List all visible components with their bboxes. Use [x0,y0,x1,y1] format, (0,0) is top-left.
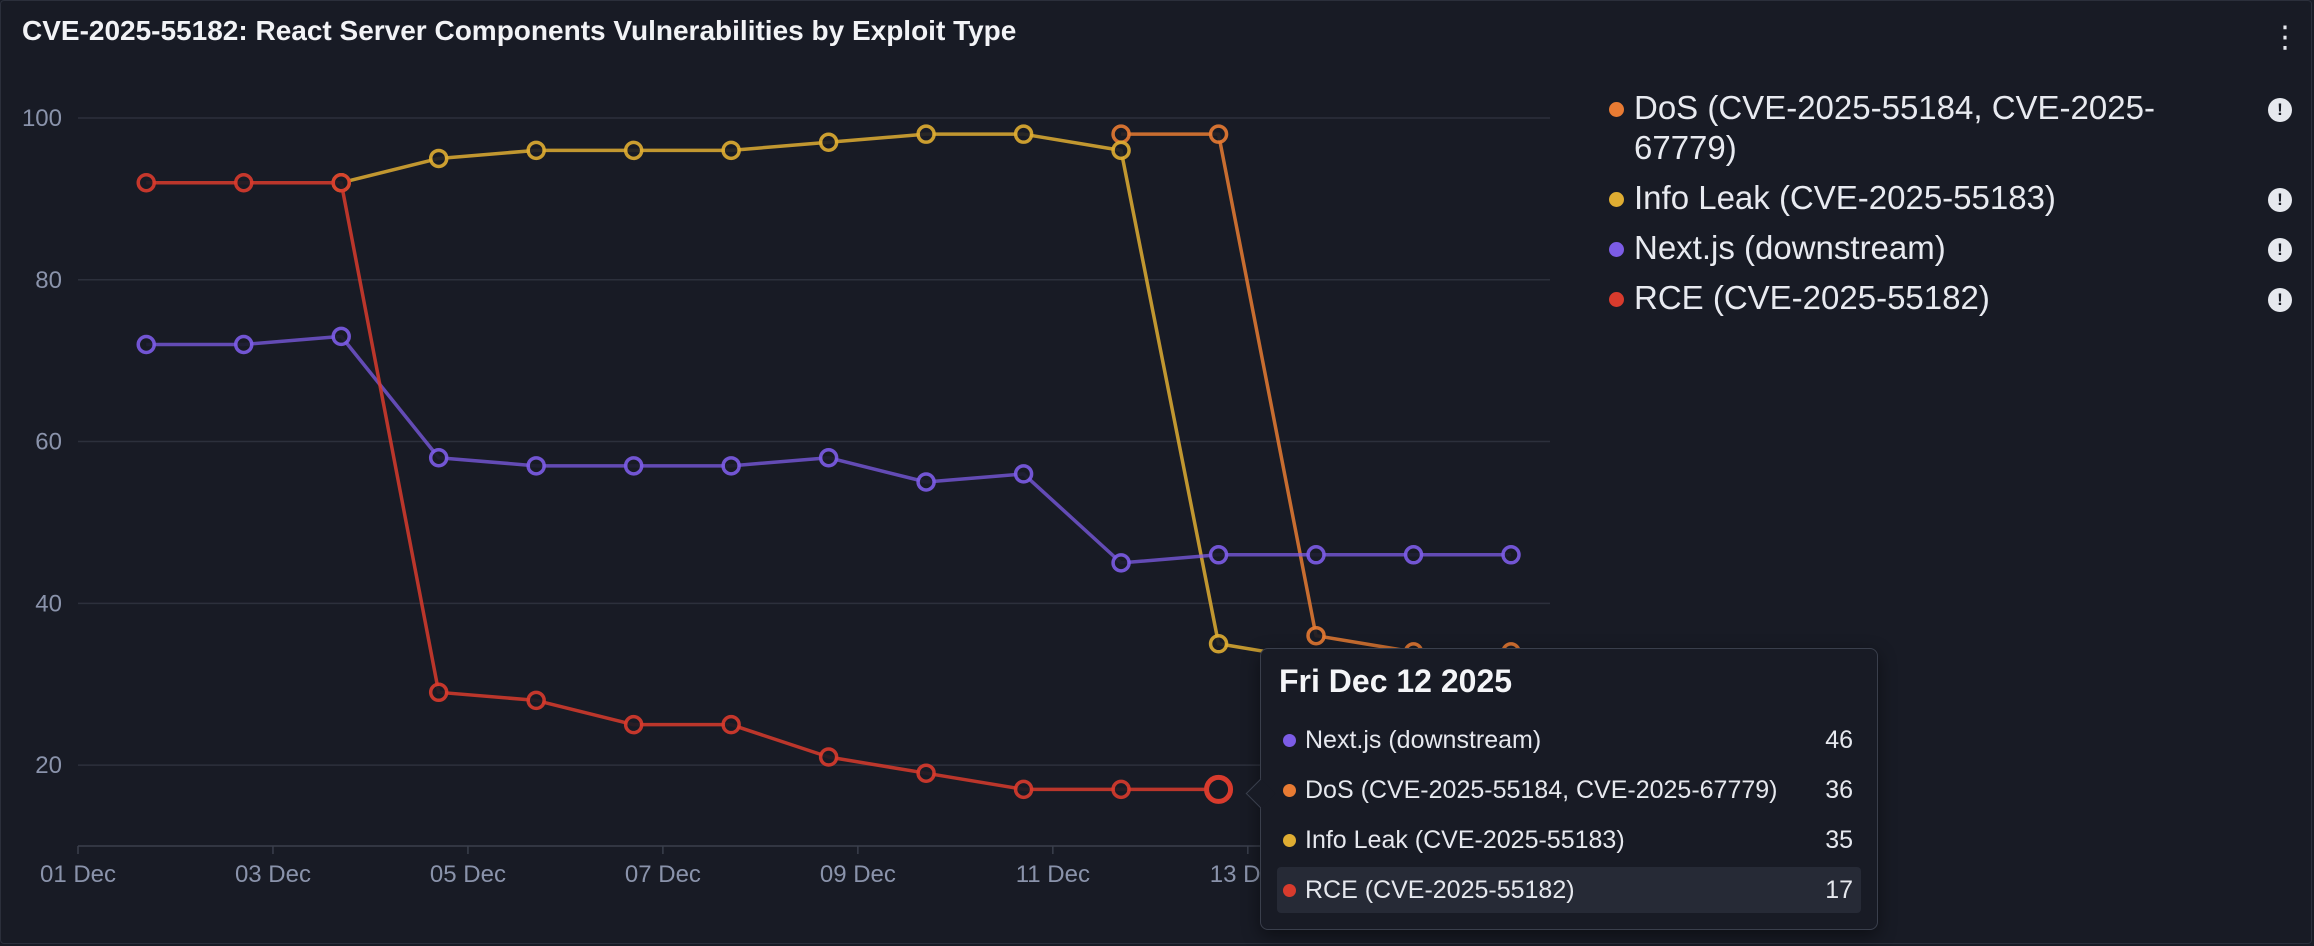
series-line [146,180,1219,792]
series-2 [136,326,1521,573]
data-point [818,747,839,767]
tooltip-dot [1283,834,1296,847]
hover-point [1204,774,1234,804]
data-point [623,456,644,476]
tooltip-row-info-leak: Info Leak (CVE-2025-55183) 35 [1277,817,1861,863]
data-point [526,140,546,161]
legend-swatch [1609,192,1624,207]
x-tick-label: 07 Dec [625,861,701,888]
data-point [1013,779,1034,800]
tooltip-row-rce: RCE (CVE-2025-55182) 17 [1277,867,1861,913]
data-point [428,447,449,468]
y-tick-label: 60 [35,429,62,456]
data-point [428,148,449,169]
data-point [721,714,741,735]
legend-label: RCE (CVE-2025-55182) [1634,279,1990,316]
tooltip-value: 35 [1825,826,1853,854]
x-tick-label: 09 Dec [820,861,896,888]
data-point [1111,124,1131,144]
legend: DoS (CVE-2025-55184, CVE-2025-67779) ! I… [1600,88,2300,328]
tooltip-dot [1283,734,1296,747]
tooltip-label: Info Leak (CVE-2025-55183) [1305,826,1625,854]
series-group [136,124,1521,804]
data-point [233,172,254,193]
tooltip-dot [1283,884,1296,897]
data-point [526,456,546,476]
y-tick-label: 100 [22,105,62,132]
alert-circle-icon[interactable]: ! [2268,98,2292,122]
legend-swatch [1609,102,1624,117]
data-point [331,326,351,347]
data-point [1111,779,1131,800]
legend-swatch [1609,242,1624,257]
legend-label: Info Leak (CVE-2025-55183) [1634,179,2056,216]
tooltip-label: DoS (CVE-2025-55184, CVE-2025-67779) [1305,776,1778,804]
x-tick-label: 03 Dec [235,861,311,888]
legend-item-nextjs[interactable]: Next.js (downstream) ! [1600,228,2300,268]
data-point [916,472,936,492]
series-3 [136,172,1229,800]
tooltip-value: 46 [1825,726,1853,754]
data-point [136,334,156,355]
tooltip-row-nextjs: Next.js (downstream) 46 [1277,717,1861,763]
axes: 20 40 60 80 100 01 Dec 03 Dec 05 Dec 07 Dec 09 De… [22,105,1550,888]
data-point [1111,140,1131,161]
tooltip-rows: Next.js (downstream) 46 DoS (CVE-2025-55… [1277,717,1861,917]
series-1 [331,124,1424,670]
data-point [136,172,156,193]
legend-item-info-leak[interactable]: Info Leak (CVE-2025-55183) ! [1600,178,2300,218]
data-point [916,124,936,144]
tooltip-dot [1283,784,1296,797]
data-point [1208,124,1229,144]
alert-circle-icon[interactable]: ! [2268,188,2292,212]
y-tick-label: 80 [35,267,62,294]
data-point [1403,545,1424,565]
series-line [1121,132,1512,654]
data-point [1111,553,1131,573]
tooltip-value: 17 [1825,876,1853,904]
chart-title: CVE-2025-55182: React Server Components … [22,15,1017,46]
data-point [526,690,546,711]
x-tick-label: 01 Dec [40,861,116,888]
legend-item-dos[interactable]: DoS (CVE-2025-55184, CVE-2025-67779) ! [1600,88,2300,168]
data-point [233,334,254,355]
legend-label: Next.js (downstream) [1634,229,1946,266]
data-point [1013,124,1034,144]
data-point [1208,634,1229,654]
data-point [1208,545,1229,565]
x-tick-label: 05 Dec [430,861,506,888]
y-tick-label: 20 [35,752,62,779]
data-point [1306,625,1326,646]
tooltip: Fri Dec 12 2025 Next.js (downstream) 46 … [1245,648,1878,930]
tooltip-label: RCE (CVE-2025-55182) [1305,876,1575,904]
alert-circle-icon[interactable]: ! [2268,288,2292,312]
legend-label: DoS (CVE-2025-55184, CVE-2025-67779) [1634,89,2155,166]
grid-lines [78,117,1550,766]
tooltip-row-dos: DoS (CVE-2025-55184, CVE-2025-67779) 36 [1277,767,1861,813]
data-point [1501,545,1521,565]
data-point [623,140,644,161]
data-point [1306,545,1326,565]
series-0 [1111,124,1521,662]
data-point [721,456,741,476]
data-point [1013,464,1034,484]
data-point [818,132,839,153]
tooltip-label: Next.js (downstream) [1305,726,1542,754]
data-point [721,140,741,161]
series-line [340,132,1414,662]
data-point [818,447,839,468]
tooltip-date: Fri Dec 12 2025 [1279,663,1513,699]
data-point [623,714,644,735]
data-point [916,763,936,783]
data-point [331,172,351,193]
legend-swatch [1609,292,1624,307]
tooltip-value: 36 [1825,776,1853,804]
data-point [428,682,449,703]
x-tick-label: 11 Dec [1016,861,1090,888]
y-tick-label: 40 [35,590,62,617]
alert-circle-icon[interactable]: ! [2268,238,2292,262]
legend-item-rce[interactable]: RCE (CVE-2025-55182) ! [1600,278,2300,318]
